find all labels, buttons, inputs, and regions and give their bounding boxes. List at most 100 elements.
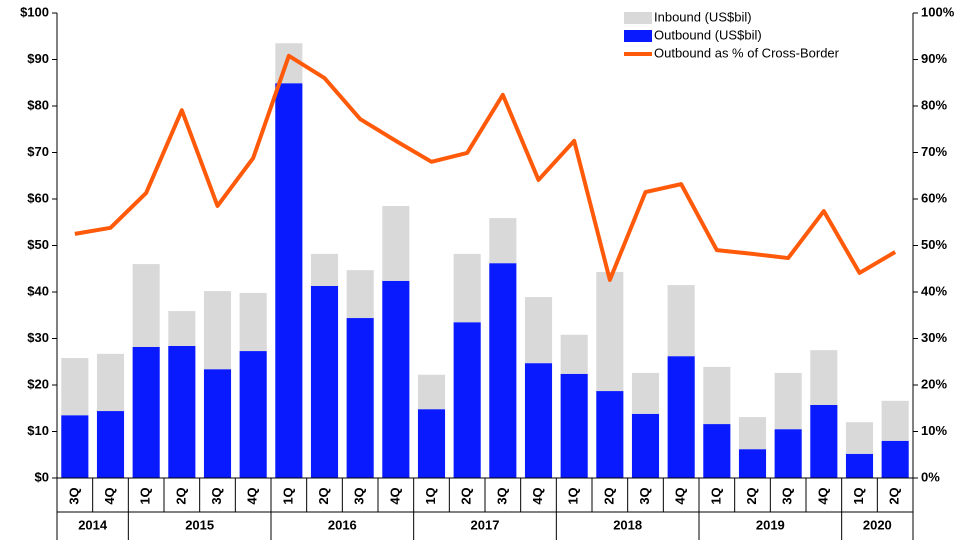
bar-segment [346,270,374,319]
bar-segment [810,404,838,478]
x-tick-label: 4Q [102,487,117,504]
y-tick-label: $30 [27,330,49,345]
group-label: 2017 [471,517,500,532]
x-tick-label: 4Q [387,487,402,504]
bar-segment [738,417,767,450]
y-tick-label: $40 [27,283,49,298]
x-tick-label: 1Q [708,487,723,504]
x-tick-label: 3Q [637,487,652,504]
bar-segment [489,263,517,478]
bar-segment [560,334,588,374]
x-tick-label: 4Q [530,487,545,504]
bar-segment [310,285,339,478]
group-label: 2018 [613,517,642,532]
bar-segment [132,264,160,347]
x-tick-label: 1Q [851,487,866,504]
bar-segment [453,253,481,323]
bar-segment [703,366,731,425]
y2-tick-label: 0% [921,469,940,484]
y-tick-label: $90 [27,51,49,66]
bar-segment [275,83,303,478]
x-tick-label: 3Q [66,487,81,504]
bar-segment [524,363,553,478]
bar-segment [810,350,838,405]
bar-segment [631,372,660,414]
x-tick-label: 2Q [173,487,188,504]
x-tick-label: 2Q [887,487,902,504]
x-tick-label: 2Q [316,487,331,504]
bar-segment [774,372,802,430]
x-tick-label: 1Q [138,487,153,504]
y-tick-label: $100 [20,4,49,19]
bar-segment [667,356,695,478]
bar-segment [239,351,267,478]
x-tick-label: 1Q [566,487,581,504]
x-tick-label: 4Q [673,487,688,504]
legend-swatch [624,12,652,24]
y-tick-label: $10 [27,423,49,438]
y-tick-label: $60 [27,190,49,205]
y2-tick-label: 20% [921,376,947,391]
bar-segment [881,400,909,441]
y2-tick-label: 100% [921,4,955,19]
bar-segment [61,358,89,416]
y2-tick-label: 80% [921,97,947,112]
x-tick-label: 4Q [245,487,260,504]
bar-segment [881,440,909,478]
x-tick-label: 3Q [352,487,367,504]
bar-segment [203,369,232,478]
y2-tick-label: 60% [921,190,947,205]
x-tick-label: 1Q [280,487,295,504]
y2-tick-label: 70% [921,144,947,159]
legend-label: Outbound as % of Cross-Border [654,45,840,60]
y-tick-label: $80 [27,97,49,112]
y2-tick-label: 40% [921,283,947,298]
group-label: 2016 [328,517,357,532]
bar-segment [845,453,874,478]
bar-segment [596,272,624,392]
legend-swatch [624,30,652,42]
group-label: 2019 [756,517,785,532]
group-label: 2014 [78,517,108,532]
bar-segment [239,292,267,352]
bar-segment [703,424,731,478]
group-label: 2020 [863,517,892,532]
bar-segment [61,415,89,478]
bar-segment [382,280,410,478]
x-tick-label: 2Q [744,487,759,504]
bar-segment [132,346,160,478]
bar-segment [489,218,517,264]
bar-segment [524,297,553,364]
bar-segment [96,353,125,412]
bar-segment [774,429,802,478]
x-tick-label: 3Q [209,487,224,504]
bar-segment [382,205,410,281]
bar-segment [168,311,196,346]
y2-tick-label: 90% [921,51,947,66]
legend-label: Inbound (US$bil) [654,9,752,24]
y2-tick-label: 30% [921,330,947,345]
x-tick-label: 2Q [459,487,474,504]
bar-segment [738,449,767,478]
y-tick-label: $20 [27,376,49,391]
bar-segment [310,253,339,286]
bar-segment [667,285,695,357]
bar-segment [417,409,446,478]
bar-segment [631,413,660,478]
legend-label: Outbound (US$bil) [654,27,762,42]
bar-segment [845,422,874,454]
x-tick-label: 2Q [601,487,616,504]
bar-segment [96,411,125,478]
y-tick-label: $0 [35,469,49,484]
y-tick-label: $50 [27,237,49,252]
bar-segment [346,318,374,478]
line-series [74,53,897,282]
bar-segment [596,391,624,478]
x-tick-label: 1Q [423,487,438,504]
x-tick-label: 3Q [494,487,509,504]
y2-tick-label: 50% [921,237,947,252]
bar-segment [453,322,481,478]
bar-segment [203,291,232,370]
